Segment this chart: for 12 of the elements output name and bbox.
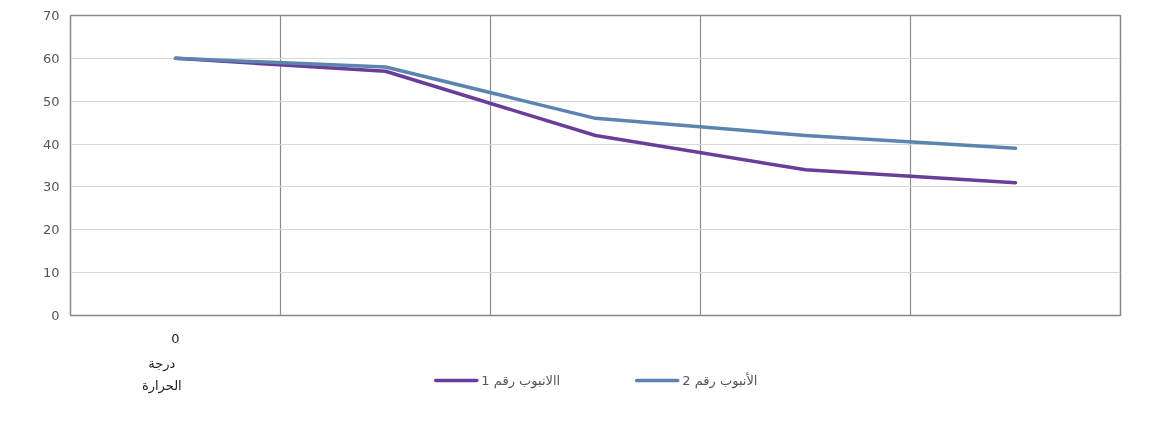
legend-label: الأنبوب رقم 2 bbox=[682, 372, 758, 389]
x-axis-title: درجة الحرارة bbox=[141, 355, 182, 394]
legend-label: االانبوب رقم 1 bbox=[481, 373, 561, 389]
y-tick-label: 0 bbox=[51, 308, 60, 323]
y-tick-label: 50 bbox=[42, 93, 60, 109]
y-tick-label: 60 bbox=[42, 50, 60, 66]
y-tick-label: 30 bbox=[42, 179, 60, 195]
y-tick-label: 40 bbox=[42, 136, 60, 152]
line-series bbox=[173, 56, 1018, 151]
y-tick-label: 20 bbox=[42, 222, 60, 238]
y-tick-label: 10 bbox=[42, 265, 60, 281]
y-tick-label: 70 bbox=[42, 8, 60, 23]
